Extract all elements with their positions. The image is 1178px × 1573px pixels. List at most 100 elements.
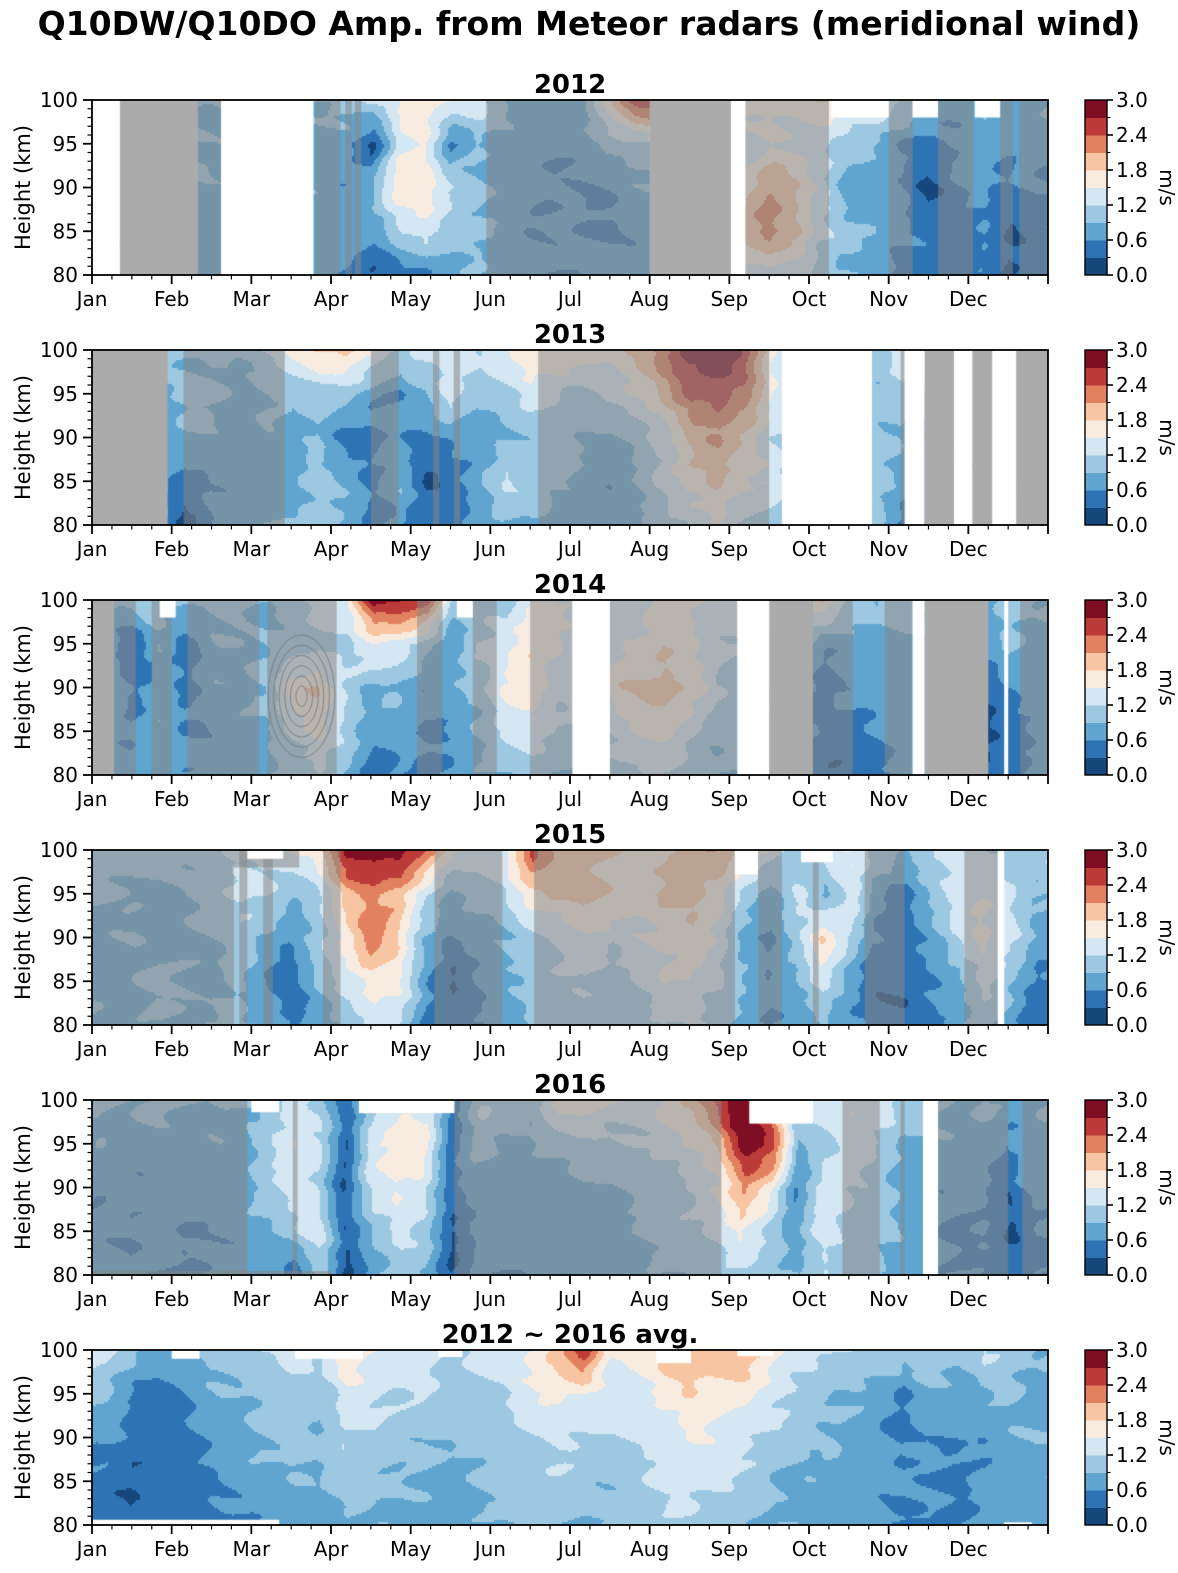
colorbar-tick-label: 3.0 xyxy=(1116,1088,1148,1112)
colorbar-segment xyxy=(1085,490,1107,508)
panel-2016: 2016 Height (km) 80 85 90 95 100 Jan Feb Mar Apr M… xyxy=(0,1062,1178,1312)
x-tick-label: Oct xyxy=(792,1537,827,1561)
y-tick-label: 80 xyxy=(53,763,78,787)
panel-title-avg: 2012 ~ 2016 avg. xyxy=(441,1320,699,1350)
y-tick-label: 80 xyxy=(53,1263,78,1287)
colorbar-segment xyxy=(1085,1222,1107,1241)
y-tick-label: 95 xyxy=(53,632,78,656)
colorbar-tick-label: 0.6 xyxy=(1116,978,1148,1002)
y-axis-label: Height (km) xyxy=(11,375,35,500)
x-tick-label: Dec xyxy=(949,537,988,561)
colorbar-tick-label: 1.2 xyxy=(1116,943,1148,967)
x-tick-label: Dec xyxy=(949,287,988,311)
colorbar-segment xyxy=(1085,385,1107,403)
colorbar-frame xyxy=(1084,349,1108,526)
colorbar-segment xyxy=(1085,1187,1107,1206)
x-tick-label: Sep xyxy=(710,1037,748,1061)
x-tick-label: Sep xyxy=(710,1287,748,1311)
x-tick-label: Jan xyxy=(75,287,108,311)
colorbar-frame xyxy=(1084,99,1108,276)
x-tick-label: May xyxy=(390,537,432,561)
panel-2012: 2012 Height (km) 80 85 90 95 100 Jan Feb Mar Apr M… xyxy=(0,62,1178,312)
y-tick-label: 90 xyxy=(53,1176,78,1200)
panel-title-2015: 2015 xyxy=(533,820,607,850)
colorbar-unit-label: m/s xyxy=(1155,669,1178,706)
colorbar-unit-label: m/s xyxy=(1155,919,1178,956)
y-tick-label: 85 xyxy=(53,469,78,493)
x-tick-label: Feb xyxy=(154,287,189,311)
x-tick-label: Sep xyxy=(710,287,748,311)
colorbar-tick-label: 3.0 xyxy=(1116,338,1148,362)
colorbar-tick-label: 0.0 xyxy=(1116,1013,1148,1037)
x-tick-label: Feb xyxy=(154,1287,189,1311)
x-tick-label: Jan xyxy=(75,1287,108,1311)
colorbar-segment xyxy=(1085,222,1107,241)
colorbar-segment xyxy=(1085,1350,1107,1368)
colorbar-tick-label: 0.6 xyxy=(1116,1228,1148,1252)
colorbar-segment xyxy=(1085,600,1107,618)
colorbar-tick-label: 1.8 xyxy=(1116,1408,1148,1432)
y-tick-label: 85 xyxy=(53,719,78,743)
colorbar-segment xyxy=(1085,902,1107,921)
panel-title-2013: 2013 xyxy=(533,320,607,350)
panel-title-2016: 2016 xyxy=(533,1070,607,1100)
colorbar-tick-label: 0.6 xyxy=(1116,478,1148,502)
colorbar-segment xyxy=(1085,1490,1107,1508)
x-tick-label: Mar xyxy=(232,287,271,311)
x-tick-label: Oct xyxy=(792,1037,827,1061)
x-tick-label: Jun xyxy=(473,787,506,811)
colorbar-segment xyxy=(1085,920,1107,938)
x-tick-label: May xyxy=(390,287,432,311)
colorbar-tick-label: 1.2 xyxy=(1116,1193,1148,1217)
x-tick-label: Nov xyxy=(869,287,908,311)
x-tick-label: Sep xyxy=(710,787,748,811)
x-tick-label: Jul xyxy=(556,1287,582,1311)
heatmap-2015 xyxy=(92,850,1048,1025)
colorbar-tick-label: 3.0 xyxy=(1116,1338,1148,1362)
colorbar-segment xyxy=(1085,757,1107,776)
x-tick-label: May xyxy=(390,1037,432,1061)
colorbar-unit-label: m/s xyxy=(1155,419,1178,456)
x-tick-label: Aug xyxy=(630,1537,669,1561)
colorbar-segment xyxy=(1085,705,1107,723)
x-tick-label: Jul xyxy=(556,787,582,811)
y-tick-label: 85 xyxy=(53,219,78,243)
x-tick-label: Oct xyxy=(792,537,827,561)
x-tick-label: Feb xyxy=(154,1037,189,1061)
x-tick-label: May xyxy=(390,1287,432,1311)
colorbar-segment xyxy=(1085,1170,1107,1188)
colorbar-segment xyxy=(1085,437,1107,456)
y-axis-label: Height (km) xyxy=(11,125,35,250)
colorbar-tick-label: 0.6 xyxy=(1116,1478,1148,1502)
colorbar-frame xyxy=(1084,1099,1108,1276)
colorbar-segment xyxy=(1085,670,1107,688)
colorbar-tick-label: 1.2 xyxy=(1116,193,1148,217)
x-tick-label: Nov xyxy=(869,1037,908,1061)
x-tick-label: May xyxy=(390,787,432,811)
colorbar-segment xyxy=(1085,1100,1107,1118)
x-tick-label: Nov xyxy=(869,1537,908,1561)
colorbar-segment xyxy=(1085,455,1107,473)
colorbar-segment xyxy=(1085,652,1107,671)
colorbar-segment xyxy=(1085,1205,1107,1223)
y-tick-label: 90 xyxy=(53,426,78,450)
y-axis-label: Height (km) xyxy=(11,875,35,1000)
x-tick-label: Jan xyxy=(75,537,108,561)
x-tick-label: Aug xyxy=(630,537,669,561)
y-tick-label: 95 xyxy=(53,382,78,406)
panel-avg: 2012 ~ 2016 avg. Height (km) 80 85 90 95 100 J… xyxy=(0,1312,1178,1562)
x-tick-label: Nov xyxy=(869,787,908,811)
y-tick-label: 80 xyxy=(53,513,78,537)
colorbar-segment xyxy=(1085,205,1107,223)
x-tick-label: Feb xyxy=(154,537,189,561)
y-tick-label: 85 xyxy=(53,969,78,993)
colorbar-segment xyxy=(1085,1240,1107,1258)
x-tick-label: Jun xyxy=(473,537,506,561)
colorbar-unit-label: m/s xyxy=(1155,1169,1178,1206)
y-tick-label: 100 xyxy=(40,838,78,862)
x-tick-label: Apr xyxy=(314,287,349,311)
x-tick-label: Aug xyxy=(630,287,669,311)
colorbar-segment xyxy=(1085,1367,1107,1386)
x-tick-label: Dec xyxy=(949,787,988,811)
colorbar-segment xyxy=(1085,507,1107,526)
